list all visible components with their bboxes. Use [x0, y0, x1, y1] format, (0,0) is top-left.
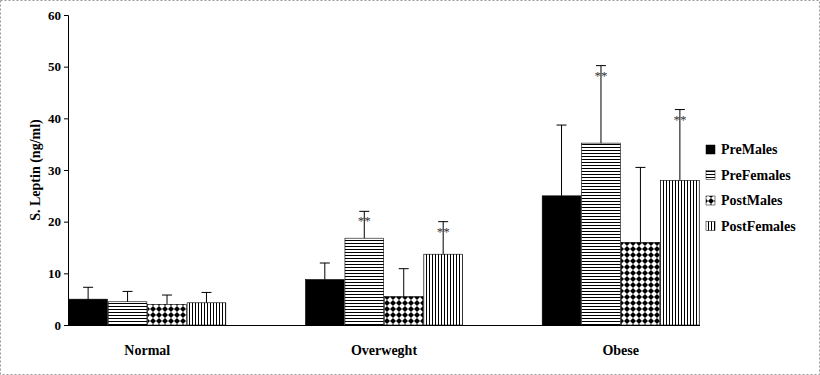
annotation: **	[358, 213, 371, 228]
tick: 50	[48, 59, 68, 74]
error-cap	[83, 287, 93, 288]
tick-label: 0	[55, 318, 62, 333]
legend-swatch	[706, 222, 715, 231]
tick: 20	[48, 214, 68, 229]
axis-line	[68, 325, 700, 326]
x-axis: Normal Overweght Obese	[68, 325, 700, 358]
tick: 0	[55, 318, 69, 333]
annotation: **	[673, 112, 686, 127]
error-line	[640, 167, 641, 242]
tick-label: 10	[48, 266, 61, 281]
tick: 30	[48, 163, 68, 178]
error-cap	[635, 167, 645, 168]
error-cap	[162, 295, 172, 296]
bar	[345, 238, 384, 325]
tick: Overweght	[351, 325, 417, 358]
error-cap	[438, 221, 448, 222]
series	[187, 110, 699, 325]
error-bar	[162, 295, 172, 304]
bar	[384, 297, 423, 325]
bar	[148, 304, 187, 325]
legend-swatch	[706, 196, 715, 205]
bar	[661, 180, 700, 325]
chart: ** ** ** ** 0 10 20 30 40 50 60 Normal Overweght Obes…	[0, 0, 820, 375]
error-cap	[123, 291, 133, 292]
tick: Normal	[124, 325, 170, 358]
tick-label: 30	[48, 163, 61, 178]
error-bar	[83, 287, 93, 299]
error-cap	[399, 268, 409, 269]
bar	[108, 302, 147, 325]
error-line	[206, 292, 207, 302]
bar	[424, 254, 463, 325]
error-cap	[359, 211, 369, 212]
error-bar	[399, 269, 409, 297]
tick-mark	[64, 325, 68, 326]
bar	[621, 242, 660, 325]
tick: Obese	[602, 325, 639, 358]
error-bar	[123, 291, 133, 301]
error-bar	[201, 292, 211, 302]
tick: 10	[48, 266, 68, 281]
error-cap	[557, 125, 567, 126]
tick-mark	[64, 222, 68, 223]
axis-title: S. Leptin (ng/ml)	[28, 119, 44, 221]
legend-label: PostFemales	[721, 219, 796, 234]
error-line	[88, 287, 89, 299]
tick-label: 60	[48, 8, 61, 23]
tick-mark	[64, 273, 68, 274]
legend-label: PreMales	[721, 142, 778, 157]
bar	[542, 196, 581, 325]
legend-swatch	[706, 145, 715, 154]
legend-label: PreFemales	[721, 168, 791, 183]
tick-mark	[64, 15, 68, 16]
error-line	[561, 125, 562, 196]
series	[69, 125, 581, 325]
error-bar	[557, 125, 567, 196]
error-cap	[675, 109, 685, 110]
tick-mark	[64, 118, 68, 119]
legend-label: PostMales	[721, 193, 783, 208]
series	[148, 167, 660, 325]
axis-line	[64, 16, 69, 326]
tick-label: 20	[48, 214, 61, 229]
error-line	[127, 291, 128, 301]
tick-mark	[64, 170, 68, 171]
y-axis: 0 10 20 30 40 50 60	[48, 8, 69, 333]
tick-label: 40	[48, 111, 61, 126]
error-line	[167, 295, 168, 304]
tick-mark	[64, 67, 68, 68]
bar	[187, 303, 226, 325]
series	[108, 66, 620, 325]
bar	[69, 299, 108, 325]
tick-label: Normal	[124, 343, 170, 358]
legend-swatch	[706, 171, 715, 180]
error-cap	[320, 263, 330, 264]
bar	[582, 143, 621, 325]
tick-label: Overweght	[351, 343, 417, 358]
error-cap	[201, 292, 211, 293]
tick: 60	[48, 8, 68, 23]
error-bar	[635, 167, 645, 242]
tick-label: 50	[48, 59, 61, 74]
plot-area	[69, 66, 699, 325]
legend: PreMales PreFemales PostMales PostFemales	[706, 142, 796, 234]
error-line	[403, 269, 404, 297]
error-line	[324, 263, 325, 280]
bar	[305, 280, 344, 325]
error-bar	[320, 263, 330, 280]
frame	[1, 1, 820, 375]
annotation: **	[437, 224, 450, 239]
error-cap	[596, 65, 606, 66]
tick: 40	[48, 111, 68, 126]
annotation: **	[594, 68, 607, 83]
tick-label: Obese	[602, 343, 639, 358]
